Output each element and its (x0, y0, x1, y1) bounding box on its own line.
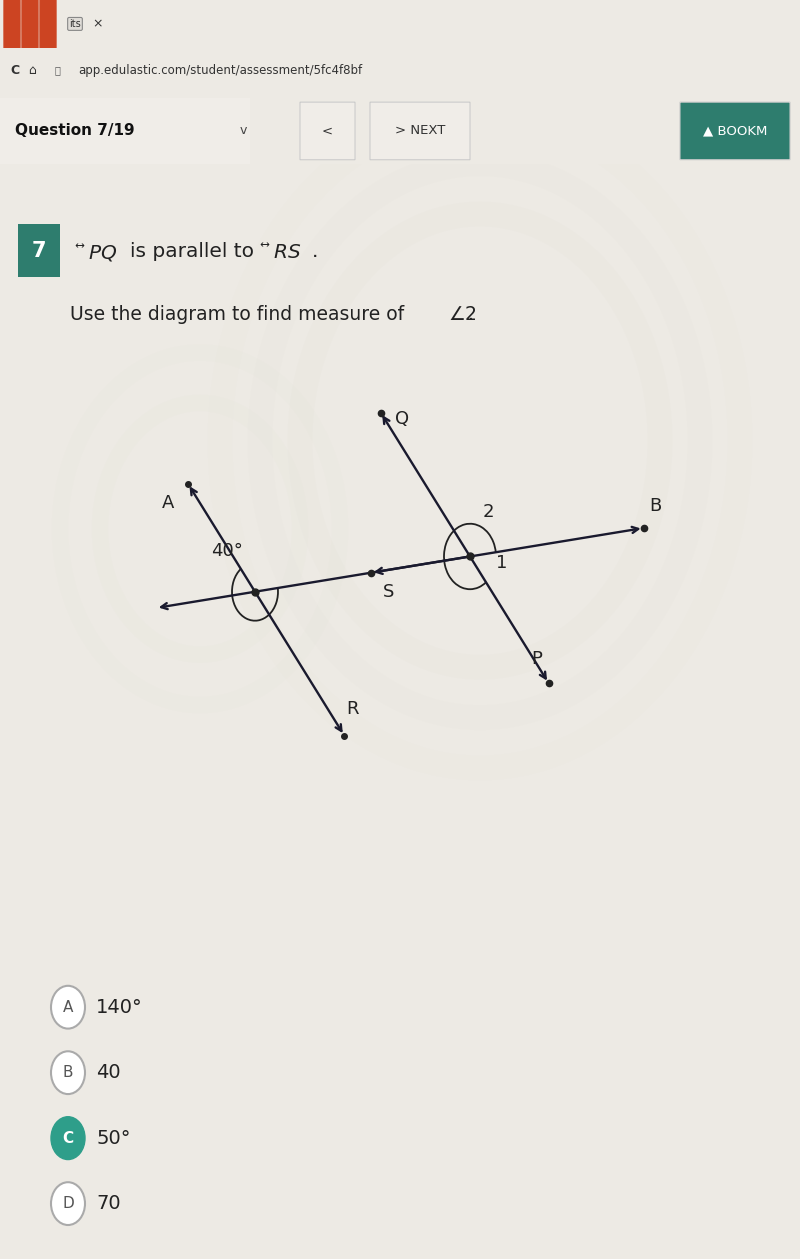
Text: 140°: 140° (96, 997, 142, 1017)
Text: 🔒: 🔒 (55, 65, 61, 76)
Circle shape (51, 1182, 85, 1225)
FancyBboxPatch shape (0, 98, 250, 164)
Text: app.edulastic.com/student/assessment/5fc4f8bf: app.edulastic.com/student/assessment/5fc… (78, 64, 362, 77)
Text: C: C (62, 1131, 74, 1146)
FancyBboxPatch shape (680, 102, 790, 160)
Text: B: B (62, 1065, 74, 1080)
Circle shape (51, 1117, 85, 1160)
Text: ▲ BOOKM: ▲ BOOKM (703, 125, 767, 137)
Text: $\mathit{\overleftrightarrow{RS}}$: $\mathit{\overleftrightarrow{RS}}$ (260, 242, 302, 262)
Text: 2: 2 (482, 504, 494, 521)
Text: 7: 7 (32, 240, 46, 261)
FancyBboxPatch shape (370, 102, 470, 160)
Text: ⌂: ⌂ (28, 64, 36, 77)
Text: Q: Q (394, 410, 409, 428)
Text: A: A (162, 494, 174, 512)
Text: S: S (383, 583, 394, 601)
Text: <: < (322, 125, 333, 137)
Text: A: A (63, 1000, 73, 1015)
Text: 40: 40 (96, 1063, 121, 1083)
Text: $\angle 2$: $\angle 2$ (448, 305, 477, 325)
Text: 40°: 40° (211, 543, 243, 560)
FancyBboxPatch shape (18, 224, 60, 277)
Circle shape (40, 0, 56, 407)
Text: > NEXT: > NEXT (395, 125, 445, 137)
Text: v: v (240, 125, 247, 137)
Text: 70: 70 (96, 1194, 121, 1214)
Text: C: C (10, 64, 19, 77)
Circle shape (22, 0, 38, 407)
Text: 1: 1 (496, 554, 508, 572)
Circle shape (4, 0, 20, 407)
Text: ×: × (93, 18, 103, 30)
Text: $\mathit{\overleftrightarrow{PQ}}$: $\mathit{\overleftrightarrow{PQ}}$ (75, 240, 118, 263)
Text: P: P (531, 650, 542, 669)
Text: Question 7/19: Question 7/19 (15, 123, 134, 138)
Text: is parallel to: is parallel to (130, 242, 254, 262)
Text: D: D (62, 1196, 74, 1211)
Text: Use the diagram to find measure of: Use the diagram to find measure of (70, 305, 404, 325)
Text: R: R (346, 700, 358, 718)
Text: its: its (69, 19, 81, 29)
Text: B: B (650, 497, 662, 515)
Text: 50°: 50° (96, 1128, 130, 1148)
FancyBboxPatch shape (300, 102, 355, 160)
Circle shape (51, 986, 85, 1029)
Text: .: . (312, 242, 318, 262)
Text: .: . (468, 305, 474, 325)
Circle shape (51, 1051, 85, 1094)
